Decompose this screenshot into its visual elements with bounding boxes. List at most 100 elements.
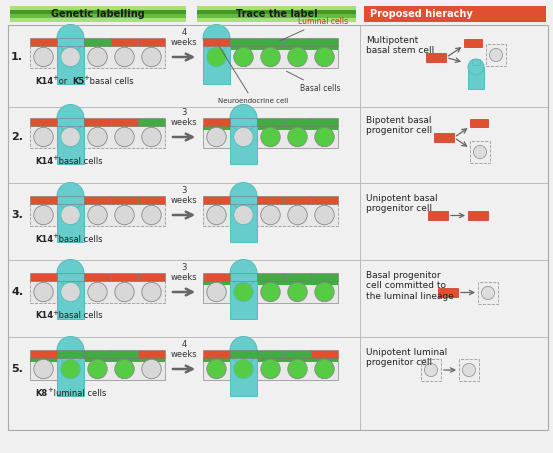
Bar bbox=[230, 118, 257, 126]
Bar bbox=[30, 196, 57, 204]
Circle shape bbox=[88, 127, 107, 147]
Bar bbox=[470, 141, 490, 163]
Circle shape bbox=[57, 337, 84, 363]
Text: basal cells: basal cells bbox=[87, 77, 134, 86]
Bar bbox=[30, 350, 57, 358]
Circle shape bbox=[315, 47, 334, 67]
Text: basal cells: basal cells bbox=[56, 156, 103, 165]
Bar bbox=[57, 350, 84, 396]
Circle shape bbox=[57, 183, 84, 209]
Text: K14: K14 bbox=[35, 312, 53, 321]
Bar bbox=[257, 38, 284, 46]
Circle shape bbox=[288, 282, 307, 302]
Circle shape bbox=[115, 47, 134, 67]
Circle shape bbox=[234, 205, 253, 225]
Bar bbox=[203, 38, 230, 84]
Circle shape bbox=[142, 127, 161, 147]
Text: K14: K14 bbox=[35, 77, 53, 86]
Bar bbox=[30, 126, 165, 148]
Text: +: + bbox=[83, 75, 89, 81]
Text: Multipotent
basal stem cell: Multipotent basal stem cell bbox=[366, 36, 434, 55]
Bar bbox=[203, 118, 230, 126]
Bar bbox=[230, 273, 257, 319]
Bar bbox=[438, 288, 458, 297]
Bar bbox=[459, 359, 479, 381]
Bar bbox=[84, 273, 111, 281]
Bar bbox=[203, 46, 338, 50]
Bar bbox=[203, 281, 338, 303]
Text: or: or bbox=[56, 77, 70, 86]
Bar bbox=[426, 53, 446, 62]
Bar bbox=[203, 273, 230, 281]
Bar bbox=[203, 350, 230, 358]
Circle shape bbox=[468, 59, 484, 75]
Circle shape bbox=[88, 282, 107, 302]
Bar bbox=[84, 350, 111, 358]
Circle shape bbox=[142, 47, 161, 67]
Bar bbox=[30, 38, 57, 46]
Bar bbox=[84, 118, 111, 126]
Circle shape bbox=[115, 127, 134, 147]
Bar bbox=[464, 39, 482, 47]
Bar bbox=[57, 118, 84, 126]
Circle shape bbox=[115, 205, 134, 225]
Circle shape bbox=[88, 359, 107, 379]
Circle shape bbox=[315, 127, 334, 147]
Text: +: + bbox=[52, 155, 58, 161]
Circle shape bbox=[57, 260, 84, 286]
Bar bbox=[10, 10, 186, 14]
Circle shape bbox=[288, 359, 307, 379]
Circle shape bbox=[234, 282, 253, 302]
Bar bbox=[138, 273, 165, 281]
Bar bbox=[284, 350, 311, 358]
Bar bbox=[284, 196, 311, 204]
Circle shape bbox=[315, 282, 334, 302]
Text: Neuroendocrine cell: Neuroendocrine cell bbox=[218, 44, 288, 104]
Bar bbox=[203, 38, 230, 46]
Text: Bipotent basal
progenitor cell: Bipotent basal progenitor cell bbox=[366, 116, 432, 135]
Bar bbox=[84, 196, 111, 204]
Bar bbox=[30, 118, 57, 126]
Bar bbox=[230, 273, 257, 281]
Bar bbox=[311, 196, 338, 204]
Bar bbox=[421, 359, 441, 381]
Bar bbox=[57, 273, 84, 319]
Bar bbox=[111, 273, 138, 281]
Text: K14: K14 bbox=[35, 156, 53, 165]
Bar bbox=[111, 118, 138, 126]
Bar bbox=[30, 273, 57, 281]
Circle shape bbox=[142, 282, 161, 302]
Bar bbox=[197, 6, 356, 22]
Bar bbox=[111, 38, 138, 46]
Circle shape bbox=[315, 205, 334, 225]
Text: luminal cells: luminal cells bbox=[51, 389, 106, 397]
Bar bbox=[10, 6, 186, 22]
Circle shape bbox=[142, 359, 161, 379]
Circle shape bbox=[207, 282, 226, 302]
Bar bbox=[111, 350, 138, 358]
Text: 4
weeks: 4 weeks bbox=[171, 28, 197, 47]
Circle shape bbox=[207, 359, 226, 379]
Circle shape bbox=[462, 363, 476, 376]
Bar bbox=[230, 350, 257, 358]
Bar bbox=[203, 358, 338, 362]
Bar bbox=[203, 204, 338, 226]
Bar bbox=[203, 126, 338, 148]
Text: 3.: 3. bbox=[11, 210, 23, 220]
Bar bbox=[230, 350, 257, 396]
Bar bbox=[311, 38, 338, 46]
Circle shape bbox=[34, 282, 53, 302]
Bar bbox=[230, 196, 257, 204]
Circle shape bbox=[61, 205, 80, 225]
Circle shape bbox=[34, 359, 53, 379]
Bar bbox=[478, 282, 498, 304]
Circle shape bbox=[315, 359, 334, 379]
Bar bbox=[203, 196, 230, 204]
Circle shape bbox=[234, 127, 253, 147]
Bar bbox=[57, 196, 84, 242]
Bar bbox=[428, 211, 448, 220]
Circle shape bbox=[261, 282, 280, 302]
Circle shape bbox=[230, 260, 257, 286]
Bar bbox=[311, 118, 338, 126]
Bar bbox=[57, 118, 84, 164]
